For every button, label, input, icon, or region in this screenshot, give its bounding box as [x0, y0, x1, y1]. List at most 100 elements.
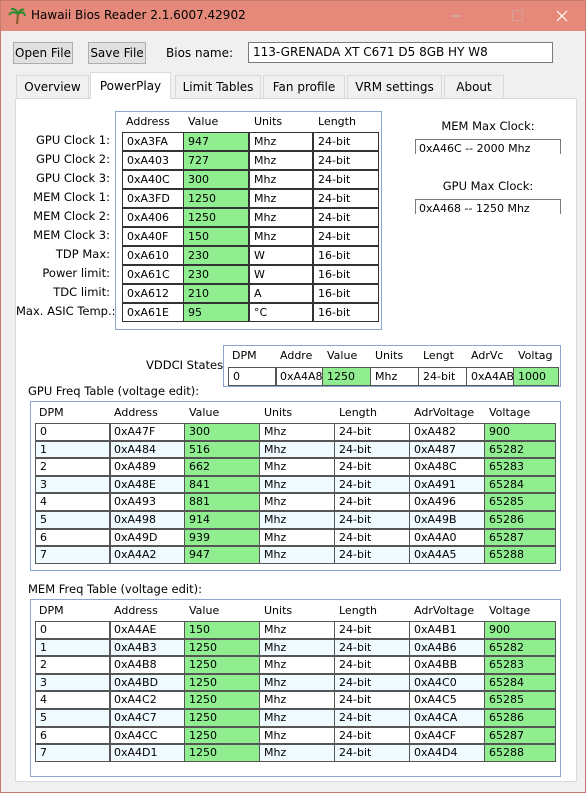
table-cell[interactable]: 24-bit — [334, 493, 410, 511]
table-cell[interactable]: Mhz — [370, 367, 419, 386]
table-cell[interactable]: 24-bit — [334, 726, 410, 745]
table-cell[interactable]: 65288 — [484, 546, 556, 564]
table-cell[interactable]: 24-bit — [334, 709, 410, 727]
table-cell[interactable]: 4 — [35, 493, 111, 511]
table-cell[interactable]: 16-bit — [313, 303, 379, 322]
table-cell[interactable]: 0xA48E — [109, 475, 185, 494]
table-cell[interactable]: Mhz — [259, 744, 335, 762]
table-cell[interactable]: 0xA487 — [409, 440, 485, 459]
table-cell[interactable]: 1250 — [184, 726, 260, 745]
table-cell[interactable]: 0xA4A2 — [109, 546, 185, 564]
table-cell[interactable]: A — [249, 284, 313, 303]
table-cell[interactable]: 1250 — [184, 673, 260, 692]
table-cell[interactable]: 7 — [35, 744, 111, 762]
table-cell[interactable]: 1250 — [184, 744, 260, 762]
table-cell[interactable]: 230 — [183, 265, 249, 284]
table-cell[interactable]: 150 — [184, 621, 260, 639]
bios-name-field[interactable]: 113-GRENADA XT C671 D5 8GB HY W8 — [248, 42, 553, 63]
table-cell[interactable]: 0xA489 — [109, 458, 185, 476]
table-cell[interactable]: 65284 — [484, 673, 556, 692]
table-cell[interactable]: 0 — [228, 367, 277, 386]
table-cell[interactable]: 0xA49B — [409, 511, 485, 529]
table-cell[interactable]: 0xA4BB — [409, 656, 485, 674]
table-cell[interactable]: Mhz — [249, 132, 313, 151]
table-cell[interactable]: 24-bit — [313, 227, 379, 246]
table-cell[interactable]: 24-bit — [313, 132, 379, 151]
table-cell[interactable]: 5 — [35, 709, 111, 727]
table-cell[interactable]: Mhz — [249, 170, 313, 189]
tab[interactable]: PowerPlay — [90, 72, 171, 99]
table-cell[interactable]: 1250 — [183, 189, 249, 208]
tab[interactable]: Limit Tables — [175, 75, 261, 98]
open-file-button[interactable]: Open File — [13, 42, 73, 64]
table-cell[interactable]: 0xA493 — [109, 493, 185, 511]
table-cell[interactable]: 65285 — [484, 691, 556, 709]
table-cell[interactable]: 150 — [183, 227, 249, 246]
table-cell[interactable]: 1250 — [183, 208, 249, 227]
table-cell[interactable]: 0xA498 — [109, 511, 185, 529]
table-cell[interactable]: 0xA61C — [122, 265, 184, 284]
table-cell[interactable]: 0xA4BD — [109, 673, 185, 692]
table-cell[interactable]: 939 — [184, 528, 260, 547]
table-cell[interactable]: 516 — [184, 440, 260, 459]
table-cell[interactable]: 662 — [184, 458, 260, 476]
table-cell[interactable]: 1000 — [513, 367, 559, 386]
table-cell[interactable]: 1250 — [184, 709, 260, 727]
table-cell[interactable]: 24-bit — [334, 511, 410, 529]
max-clock-field[interactable]: 0xA468 -- 1250 Mhz — [415, 199, 561, 214]
table-cell[interactable]: 24-bit — [334, 423, 410, 441]
table-cell[interactable]: 230 — [183, 246, 249, 265]
table-cell[interactable]: 24-bit — [334, 638, 410, 657]
table-cell[interactable]: 65284 — [484, 475, 556, 494]
table-cell[interactable]: 0xA496 — [409, 493, 485, 511]
table-cell[interactable]: Mhz — [259, 638, 335, 657]
table-cell[interactable]: 1 — [35, 440, 111, 459]
table-cell[interactable]: Mhz — [249, 189, 313, 208]
table-cell[interactable]: 0xA4C0 — [409, 673, 485, 692]
table-cell[interactable]: Mhz — [259, 691, 335, 709]
table-cell[interactable]: Mhz — [259, 621, 335, 639]
table-cell[interactable]: 0 — [35, 423, 111, 441]
table-cell[interactable]: 24-bit — [313, 189, 379, 208]
table-cell[interactable]: 0xA4D4 — [409, 744, 485, 762]
table-cell[interactable]: 0xA4AE — [109, 621, 185, 639]
table-cell[interactable]: Mhz — [259, 475, 335, 494]
table-cell[interactable]: 1 — [35, 638, 111, 657]
max-clock-field[interactable]: 0xA46C -- 2000 Mhz — [415, 139, 561, 154]
table-cell[interactable]: 24-bit — [334, 475, 410, 494]
table-cell[interactable]: 24-bit — [334, 458, 410, 476]
close-button[interactable] — [556, 10, 568, 22]
table-cell[interactable]: 0xA4B6 — [409, 638, 485, 657]
table-cell[interactable]: 24-bit — [334, 528, 410, 547]
table-cell[interactable]: 2 — [35, 458, 111, 476]
table-cell[interactable]: 1250 — [184, 638, 260, 657]
table-cell[interactable]: 24-bit — [334, 621, 410, 639]
table-cell[interactable]: 0xA4A8 — [275, 367, 323, 386]
table-cell[interactable]: 65287 — [484, 528, 556, 547]
table-cell[interactable]: Mhz — [259, 440, 335, 459]
table-cell[interactable]: 0xA61E — [122, 303, 184, 322]
table-cell[interactable]: 5 — [35, 511, 111, 529]
table-cell[interactable]: 24-bit — [418, 367, 467, 386]
save-file-button[interactable]: Save File — [88, 42, 146, 64]
table-cell[interactable]: Mhz — [249, 208, 313, 227]
table-cell[interactable]: 65283 — [484, 656, 556, 674]
table-cell[interactable]: 3 — [35, 673, 111, 692]
table-cell[interactable]: 0xA4B1 — [409, 621, 485, 639]
table-cell[interactable]: 947 — [183, 132, 249, 151]
table-cell[interactable]: 0xA47F — [109, 423, 185, 441]
table-cell[interactable]: 24-bit — [334, 440, 410, 459]
table-cell[interactable]: 0xA3FD — [122, 189, 184, 208]
table-cell[interactable]: 0xA406 — [122, 208, 184, 227]
table-cell[interactable]: 24-bit — [334, 546, 410, 564]
table-cell[interactable]: 0 — [35, 621, 111, 639]
table-cell[interactable]: Mhz — [259, 656, 335, 674]
table-cell[interactable]: W — [249, 246, 313, 265]
table-cell[interactable]: °C — [249, 303, 313, 322]
table-cell[interactable]: Mhz — [259, 709, 335, 727]
table-cell[interactable]: 65286 — [484, 709, 556, 727]
table-cell[interactable]: 900 — [484, 621, 556, 639]
table-cell[interactable]: 65282 — [484, 638, 556, 657]
table-cell[interactable]: 24-bit — [334, 744, 410, 762]
table-cell[interactable]: 0xA482 — [409, 423, 485, 441]
